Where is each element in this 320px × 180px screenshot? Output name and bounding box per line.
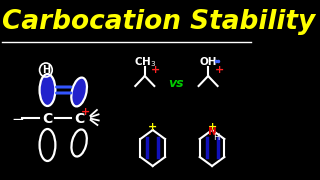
Text: −: − [11,111,24,127]
Text: +: + [148,122,157,132]
Text: N: N [208,127,216,137]
Text: +: + [207,122,217,132]
Text: Carbocation Stability: Carbocation Stability [2,9,315,35]
Text: +: + [214,65,224,75]
Text: C: C [42,112,52,126]
Text: +: + [81,107,90,117]
Text: +: + [151,65,161,75]
Text: CH$_3$: CH$_3$ [133,55,156,69]
Text: OH: OH [199,57,217,67]
Ellipse shape [71,78,87,106]
Text: C: C [74,112,84,126]
Text: vs: vs [168,76,183,89]
Text: H: H [42,65,50,75]
Ellipse shape [40,74,55,106]
Text: H: H [213,132,219,141]
